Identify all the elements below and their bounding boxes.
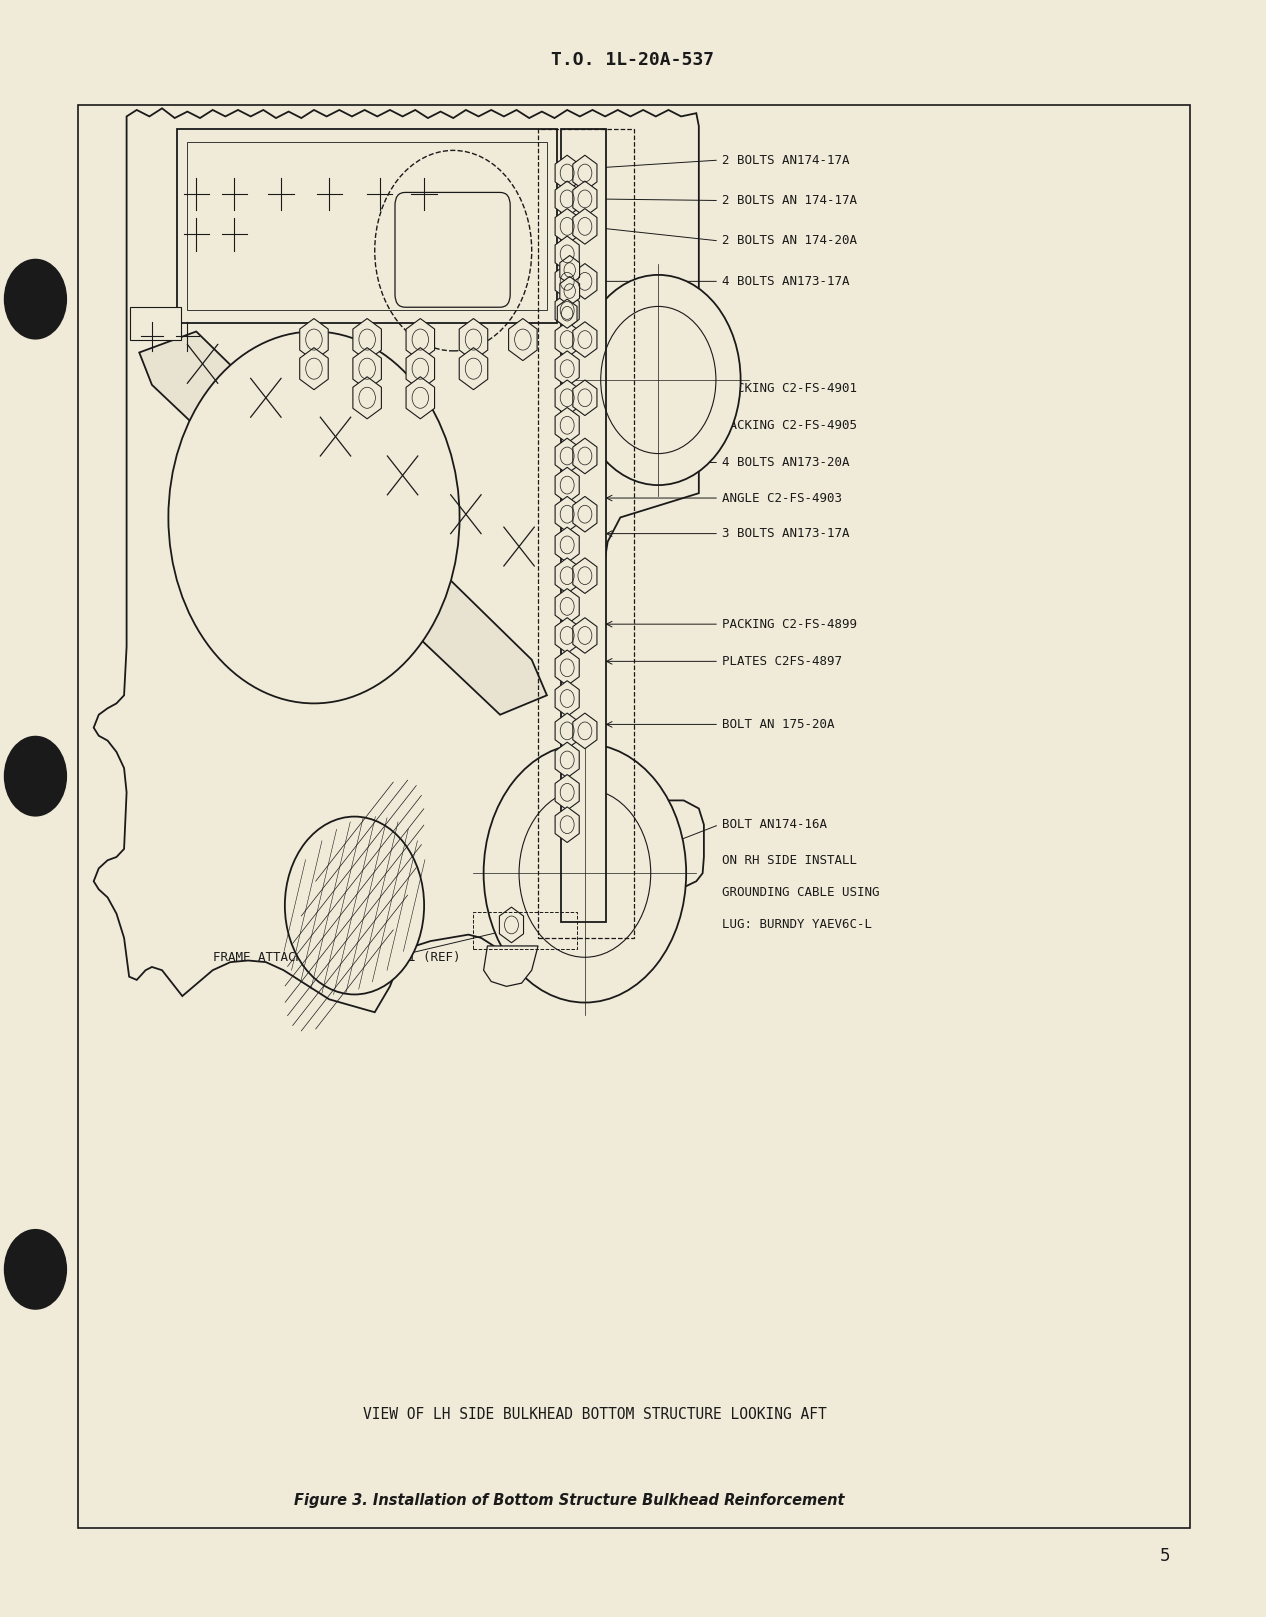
- Text: VIEW OF LH SIDE BULKHEAD BOTTOM STRUCTURE LOOKING AFT: VIEW OF LH SIDE BULKHEAD BOTTOM STRUCTUR…: [363, 1407, 827, 1423]
- Polygon shape: [555, 558, 580, 593]
- Polygon shape: [555, 807, 580, 842]
- Text: BOLT AN174-16A: BOLT AN174-16A: [722, 818, 827, 831]
- Polygon shape: [572, 181, 598, 217]
- Text: Figure 3. Installation of Bottom Structure Bulkhead Reinforcement: Figure 3. Installation of Bottom Structu…: [295, 1492, 844, 1509]
- Text: 4 BOLTS AN173-17A: 4 BOLTS AN173-17A: [722, 275, 849, 288]
- Polygon shape: [555, 589, 580, 624]
- Text: ON RH SIDE INSTALL: ON RH SIDE INSTALL: [722, 854, 857, 867]
- Polygon shape: [406, 348, 434, 390]
- Polygon shape: [555, 264, 580, 299]
- Text: PACKING C2-FS-4905: PACKING C2-FS-4905: [722, 419, 857, 432]
- Polygon shape: [572, 618, 598, 653]
- Text: PLATES C2FS-4897: PLATES C2FS-4897: [722, 655, 842, 668]
- Polygon shape: [300, 319, 328, 361]
- Text: 2 BOLTS AN 174-17A: 2 BOLTS AN 174-17A: [722, 194, 857, 207]
- Text: LUG: BURNDY YAEV6C-L: LUG: BURNDY YAEV6C-L: [722, 918, 871, 931]
- Polygon shape: [572, 380, 598, 416]
- Polygon shape: [555, 496, 580, 532]
- Polygon shape: [555, 742, 580, 778]
- Polygon shape: [572, 155, 598, 191]
- Polygon shape: [555, 351, 580, 386]
- Polygon shape: [555, 775, 580, 810]
- Polygon shape: [555, 713, 580, 749]
- Polygon shape: [94, 108, 711, 1012]
- Circle shape: [576, 275, 741, 485]
- Bar: [473, 912, 577, 949]
- Text: FRAME ATTACHMENT C2-FS-3201 (REF): FRAME ATTACHMENT C2-FS-3201 (REF): [213, 951, 460, 964]
- Polygon shape: [555, 650, 580, 686]
- Polygon shape: [460, 319, 487, 361]
- Polygon shape: [509, 319, 537, 361]
- Polygon shape: [139, 331, 547, 715]
- Polygon shape: [555, 236, 580, 272]
- Polygon shape: [555, 527, 580, 563]
- Polygon shape: [560, 255, 580, 285]
- Circle shape: [285, 817, 424, 994]
- Text: PACKING C2-FS-4901: PACKING C2-FS-4901: [722, 382, 857, 395]
- Polygon shape: [555, 681, 580, 716]
- Polygon shape: [353, 348, 381, 390]
- Polygon shape: [572, 264, 598, 299]
- Polygon shape: [572, 209, 598, 244]
- Text: ANGLE C2-FS-4903: ANGLE C2-FS-4903: [722, 492, 842, 505]
- Polygon shape: [460, 348, 487, 390]
- Circle shape: [4, 736, 67, 817]
- Polygon shape: [555, 155, 580, 191]
- Polygon shape: [560, 277, 580, 306]
- Bar: [177, 129, 557, 323]
- Polygon shape: [555, 618, 580, 653]
- Text: 5: 5: [1160, 1546, 1170, 1565]
- Polygon shape: [572, 438, 598, 474]
- Polygon shape: [555, 181, 580, 217]
- Circle shape: [168, 331, 460, 703]
- Text: BLOCK C2-FS-4907: BLOCK C2-FS-4907: [276, 139, 396, 152]
- Polygon shape: [353, 377, 381, 419]
- Polygon shape: [572, 322, 598, 357]
- Circle shape: [484, 744, 686, 1003]
- Polygon shape: [406, 319, 434, 361]
- Polygon shape: [300, 348, 328, 390]
- Bar: [187, 142, 547, 310]
- Polygon shape: [572, 496, 598, 532]
- Polygon shape: [555, 380, 580, 416]
- Bar: [130, 307, 181, 340]
- Circle shape: [4, 1229, 67, 1310]
- Text: 2 BOLTS AN 174-20A: 2 BOLTS AN 174-20A: [722, 234, 857, 247]
- Text: PACKING C2-FS-4899: PACKING C2-FS-4899: [722, 618, 857, 631]
- Polygon shape: [555, 407, 580, 443]
- Polygon shape: [406, 377, 434, 419]
- Polygon shape: [484, 946, 538, 986]
- Polygon shape: [555, 467, 580, 503]
- Text: T.O. 1L-20A-537: T.O. 1L-20A-537: [552, 50, 714, 70]
- Polygon shape: [555, 322, 580, 357]
- Bar: [78, 105, 1190, 1528]
- FancyBboxPatch shape: [395, 192, 510, 307]
- Polygon shape: [353, 319, 381, 361]
- Bar: [538, 129, 634, 938]
- Polygon shape: [572, 558, 598, 593]
- Polygon shape: [555, 293, 580, 328]
- Text: 4 BOLTS AN173-20A: 4 BOLTS AN173-20A: [722, 456, 849, 469]
- Text: BOLT AN 175-20A: BOLT AN 175-20A: [722, 718, 834, 731]
- Polygon shape: [499, 907, 524, 943]
- Text: 2 BOLTS AN174-17A: 2 BOLTS AN174-17A: [722, 154, 849, 167]
- Polygon shape: [557, 299, 577, 328]
- Polygon shape: [555, 438, 580, 474]
- Bar: [561, 129, 606, 922]
- Circle shape: [4, 259, 67, 340]
- Text: 3 BOLTS AN173-17A: 3 BOLTS AN173-17A: [722, 527, 849, 540]
- Polygon shape: [572, 713, 598, 749]
- Polygon shape: [555, 209, 580, 244]
- Text: GROUNDING CABLE USING: GROUNDING CABLE USING: [722, 886, 879, 899]
